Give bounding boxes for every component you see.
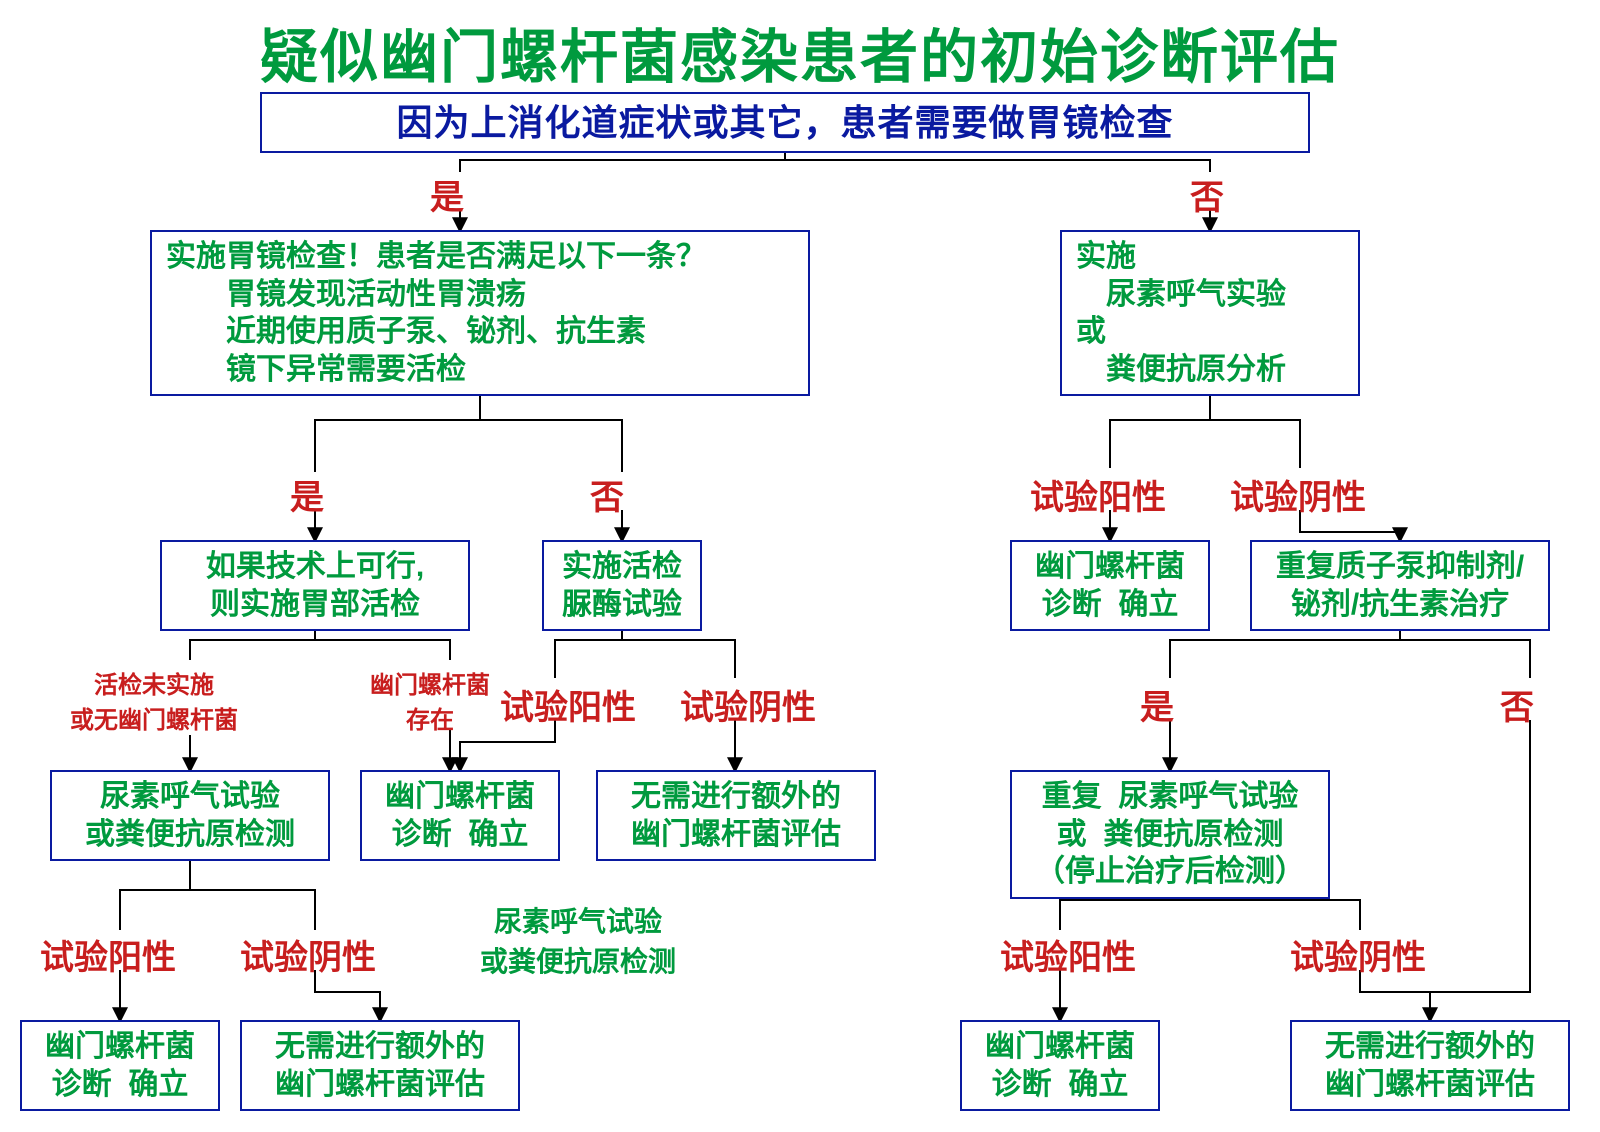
node-no-further-3: 无需进行额外的 幽门螺杆菌评估 (1290, 1020, 1570, 1111)
decision-n3-no-biopsy: 活检未实施 或无幽门螺杆菌 (70, 665, 238, 735)
decision-n2-negative: 试验阴性 (1230, 470, 1366, 519)
node-hp-confirmed-1: 幽门螺杆菌 诊断 确立 (360, 770, 560, 861)
note-ubt-or-stool: 尿素呼气试验 或粪便抗原检测 (480, 900, 676, 980)
flowchart-canvas: { "layout": { "width": 1600, "height": 1… (0, 0, 1600, 1132)
page-title: 疑似幽门螺杆菌感染患者的初始诊断评估 (0, 10, 1600, 94)
decision-n5-negative: 试验阴性 (240, 930, 376, 979)
decision-root-yes: 是 (430, 170, 464, 219)
node-gastroscopy-criteria: 实施胃镜检查！患者是否满足以下一条？ 胃镜发现活动性胃溃疡 近期使用质子泵、铋剂… (150, 230, 810, 396)
node-biopsy-urease: 实施活检 脲酶试验 (542, 540, 702, 631)
decision-n2-positive: 试验阳性 (1030, 470, 1166, 519)
node-hp-confirmed-3: 幽门螺杆菌 诊断 确立 (1010, 540, 1210, 631)
decision-n3-hp-present: 幽门螺杆菌 存在 (370, 665, 490, 735)
decision-n1-no: 否 (590, 470, 624, 519)
decision-n12-negative: 试验阴性 (1290, 930, 1426, 979)
decision-n11-no: 否 (1500, 680, 1534, 729)
node-hp-confirmed-4: 幽门螺杆菌 诊断 确立 (960, 1020, 1160, 1111)
node-root: 因为上消化道症状或其它，患者需要做胃镜检查 (260, 92, 1310, 153)
decision-n4-positive: 试验阳性 (500, 680, 636, 729)
node-ubt-or-stool: 实施 尿素呼气实验 或 粪便抗原分析 (1060, 230, 1360, 396)
node-hp-confirmed-2: 幽门螺杆菌 诊断 确立 (20, 1020, 220, 1111)
node-repeat-test: 重复 尿素呼气试验 或 粪便抗原检测 （停止治疗后检测） (1010, 770, 1330, 899)
node-ubt-or-stool-test: 尿素呼气试验 或粪便抗原检测 (50, 770, 330, 861)
node-repeat-ppi: 重复质子泵抑制剂/ 铋剂/抗生素治疗 (1250, 540, 1550, 631)
decision-n5-positive: 试验阳性 (40, 930, 176, 979)
decision-root-no: 否 (1190, 170, 1224, 219)
node-biopsy-if-feasible: 如果技术上可行, 则实施胃部活检 (160, 540, 470, 631)
node-no-further-2: 无需进行额外的 幽门螺杆菌评估 (240, 1020, 520, 1111)
decision-n12-positive: 试验阳性 (1000, 930, 1136, 979)
decision-n1-yes: 是 (290, 470, 324, 519)
decision-n11-yes: 是 (1140, 680, 1174, 729)
node-no-further-1: 无需进行额外的 幽门螺杆菌评估 (596, 770, 876, 861)
decision-n4-negative: 试验阴性 (680, 680, 816, 729)
